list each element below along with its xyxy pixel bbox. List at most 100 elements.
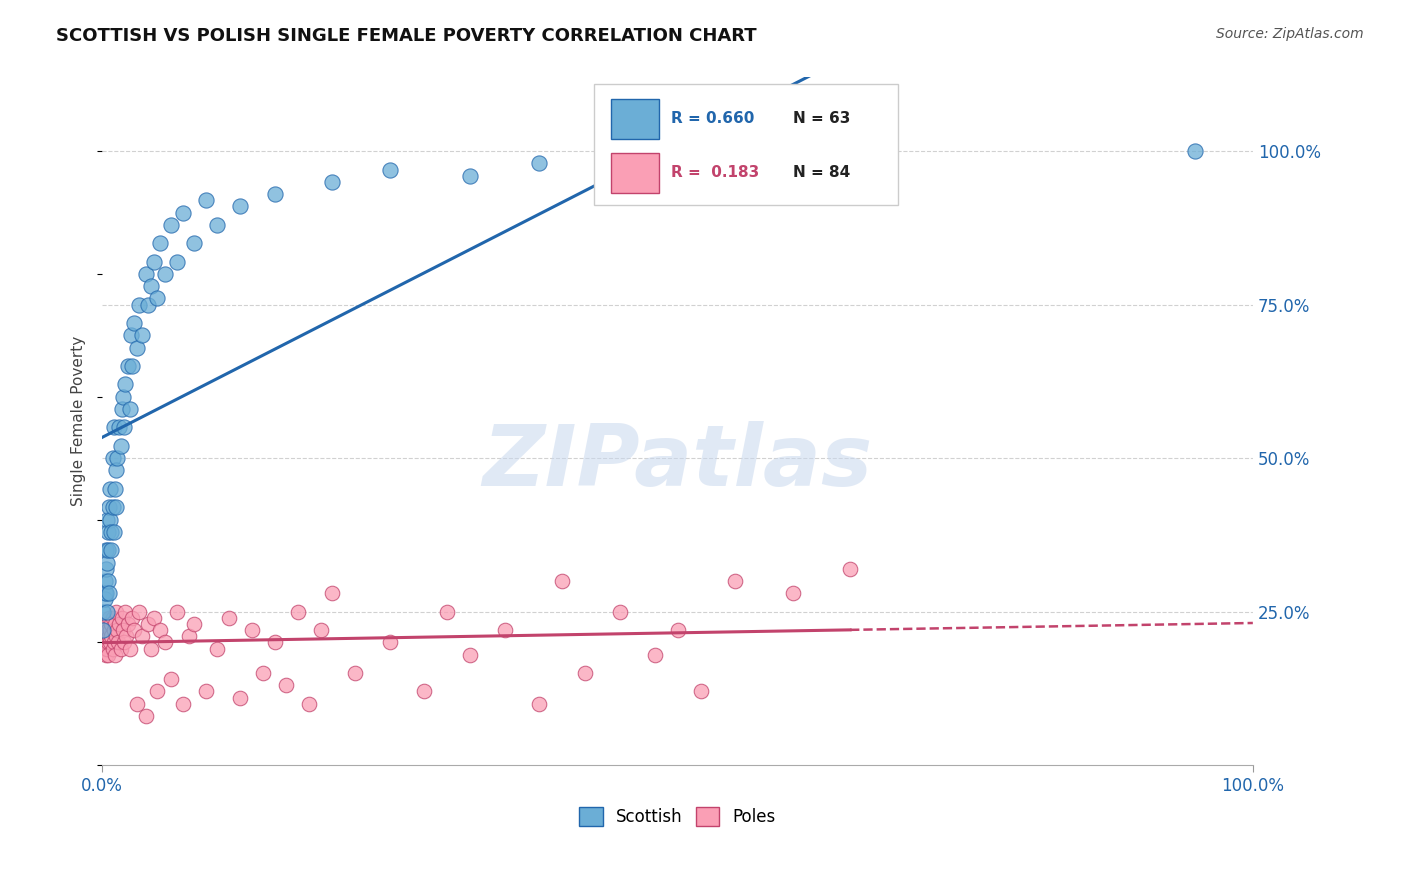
Point <box>460 169 482 183</box>
Point <box>98 586 121 600</box>
Point <box>782 586 804 600</box>
Point <box>529 156 551 170</box>
Point <box>94 616 117 631</box>
Point <box>1184 144 1206 158</box>
Point <box>93 635 115 649</box>
Point <box>100 629 122 643</box>
Point <box>551 574 574 588</box>
Point <box>121 611 143 625</box>
Point <box>98 611 121 625</box>
Y-axis label: Single Female Poverty: Single Female Poverty <box>72 336 86 507</box>
Point <box>724 574 747 588</box>
Point <box>229 199 252 213</box>
Text: R =  0.183: R = 0.183 <box>671 165 759 180</box>
Point <box>609 605 631 619</box>
Point <box>93 592 115 607</box>
Point <box>378 635 401 649</box>
Point <box>101 611 124 625</box>
Point <box>111 611 134 625</box>
Point <box>94 543 117 558</box>
Point <box>666 150 689 164</box>
Point <box>96 629 118 643</box>
Point <box>276 678 298 692</box>
Point <box>128 605 150 619</box>
Point <box>183 236 205 251</box>
Point <box>118 402 141 417</box>
Legend: Scottish, Poles: Scottish, Poles <box>572 800 783 832</box>
Point <box>117 359 139 373</box>
Point <box>112 635 135 649</box>
Text: ZIPatlas: ZIPatlas <box>482 421 873 504</box>
Point <box>124 316 146 330</box>
Point <box>93 586 115 600</box>
Point <box>94 586 117 600</box>
Point <box>120 328 142 343</box>
Point <box>666 623 689 637</box>
Text: Source: ZipAtlas.com: Source: ZipAtlas.com <box>1216 27 1364 41</box>
Point <box>96 641 118 656</box>
Point <box>96 512 118 526</box>
Point <box>135 267 157 281</box>
Point <box>321 586 343 600</box>
Point <box>136 616 159 631</box>
Point <box>149 236 172 251</box>
Point <box>529 697 551 711</box>
Point <box>96 616 118 631</box>
Point <box>124 623 146 637</box>
Point <box>114 605 136 619</box>
Point <box>689 684 711 698</box>
Point <box>131 328 153 343</box>
Point <box>298 697 321 711</box>
Point <box>146 292 169 306</box>
Point <box>183 616 205 631</box>
Point <box>104 648 127 662</box>
Point <box>98 500 121 515</box>
FancyBboxPatch shape <box>610 99 659 139</box>
Point <box>105 451 128 466</box>
Point <box>118 641 141 656</box>
Point <box>101 641 124 656</box>
Point <box>108 420 131 434</box>
Point <box>194 193 217 207</box>
Point <box>149 623 172 637</box>
Point <box>229 690 252 705</box>
Point <box>218 611 240 625</box>
Point <box>143 254 166 268</box>
Point <box>93 629 115 643</box>
Point <box>108 616 131 631</box>
Point <box>105 500 128 515</box>
Point <box>105 463 128 477</box>
Point <box>98 482 121 496</box>
Point <box>93 623 115 637</box>
Point <box>96 605 118 619</box>
Point <box>97 543 120 558</box>
Point <box>100 543 122 558</box>
Point <box>103 635 125 649</box>
Point <box>100 524 122 539</box>
Point <box>160 218 183 232</box>
Point <box>136 298 159 312</box>
Point <box>105 623 128 637</box>
Point <box>93 574 115 588</box>
Point <box>240 623 263 637</box>
Point <box>93 605 115 619</box>
Point <box>97 574 120 588</box>
Point <box>111 402 134 417</box>
Point <box>94 562 117 576</box>
Point <box>263 635 285 649</box>
Point <box>125 341 148 355</box>
Point <box>93 623 115 637</box>
FancyBboxPatch shape <box>610 153 659 194</box>
Point <box>117 616 139 631</box>
Point <box>344 666 367 681</box>
Point <box>135 709 157 723</box>
Point <box>98 512 121 526</box>
Point <box>110 641 132 656</box>
Point <box>139 641 162 656</box>
Point <box>172 205 194 219</box>
Point <box>97 623 120 637</box>
Point <box>146 684 169 698</box>
Point <box>104 616 127 631</box>
Point <box>839 562 862 576</box>
Point <box>413 684 436 698</box>
